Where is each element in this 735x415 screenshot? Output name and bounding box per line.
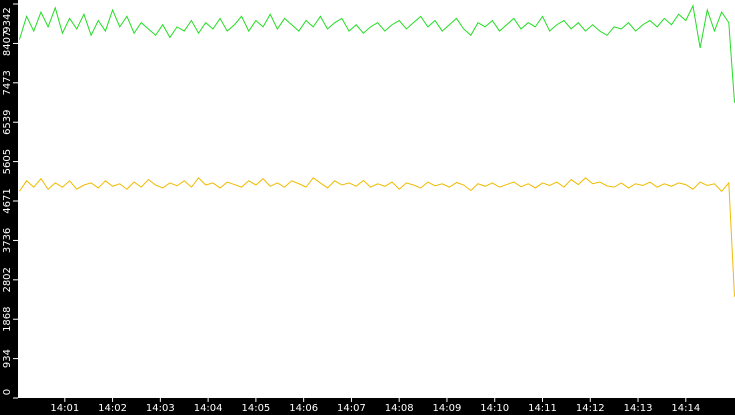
x-tick-label: 14:10 <box>480 403 509 414</box>
x-tick-label: 14:08 <box>385 403 414 414</box>
y-tick-label: 6539 <box>2 109 13 134</box>
y-tick-label: 7473 <box>2 70 13 95</box>
x-tick-label: 14:03 <box>146 403 175 414</box>
x-tick-label: 14:11 <box>528 403 557 414</box>
y-tick-label: 3736 <box>2 228 13 253</box>
y-tick-label: 0 <box>2 389 13 395</box>
y-tick-label: 2802 <box>2 267 13 292</box>
x-tick-label: 14:02 <box>98 403 127 414</box>
y-axis-strip <box>0 0 18 415</box>
x-tick-label: 14:13 <box>624 403 653 414</box>
x-tick-label: 14:05 <box>241 403 270 414</box>
x-axis-strip <box>0 398 735 415</box>
y-tick-label: 1868 <box>2 306 13 331</box>
y-tick-label: 9342 <box>2 7 13 32</box>
x-tick-label: 14:09 <box>433 403 462 414</box>
x-tick-label: 14:07 <box>337 403 366 414</box>
x-tick-label: 14:04 <box>194 403 223 414</box>
series-line <box>19 177 735 297</box>
x-tick-label: 14:06 <box>289 403 318 414</box>
y-tick-label: 8407 <box>2 31 13 56</box>
x-tick-label: 14:12 <box>576 403 605 414</box>
x-tick-label: 14:14 <box>671 403 700 414</box>
series-line <box>18 4 735 103</box>
y-tick-label: 934 <box>2 349 13 368</box>
x-tick-label: 14:01 <box>50 403 79 414</box>
y-tick-label: 5605 <box>2 149 13 174</box>
y-tick-label: 4671 <box>2 188 13 213</box>
